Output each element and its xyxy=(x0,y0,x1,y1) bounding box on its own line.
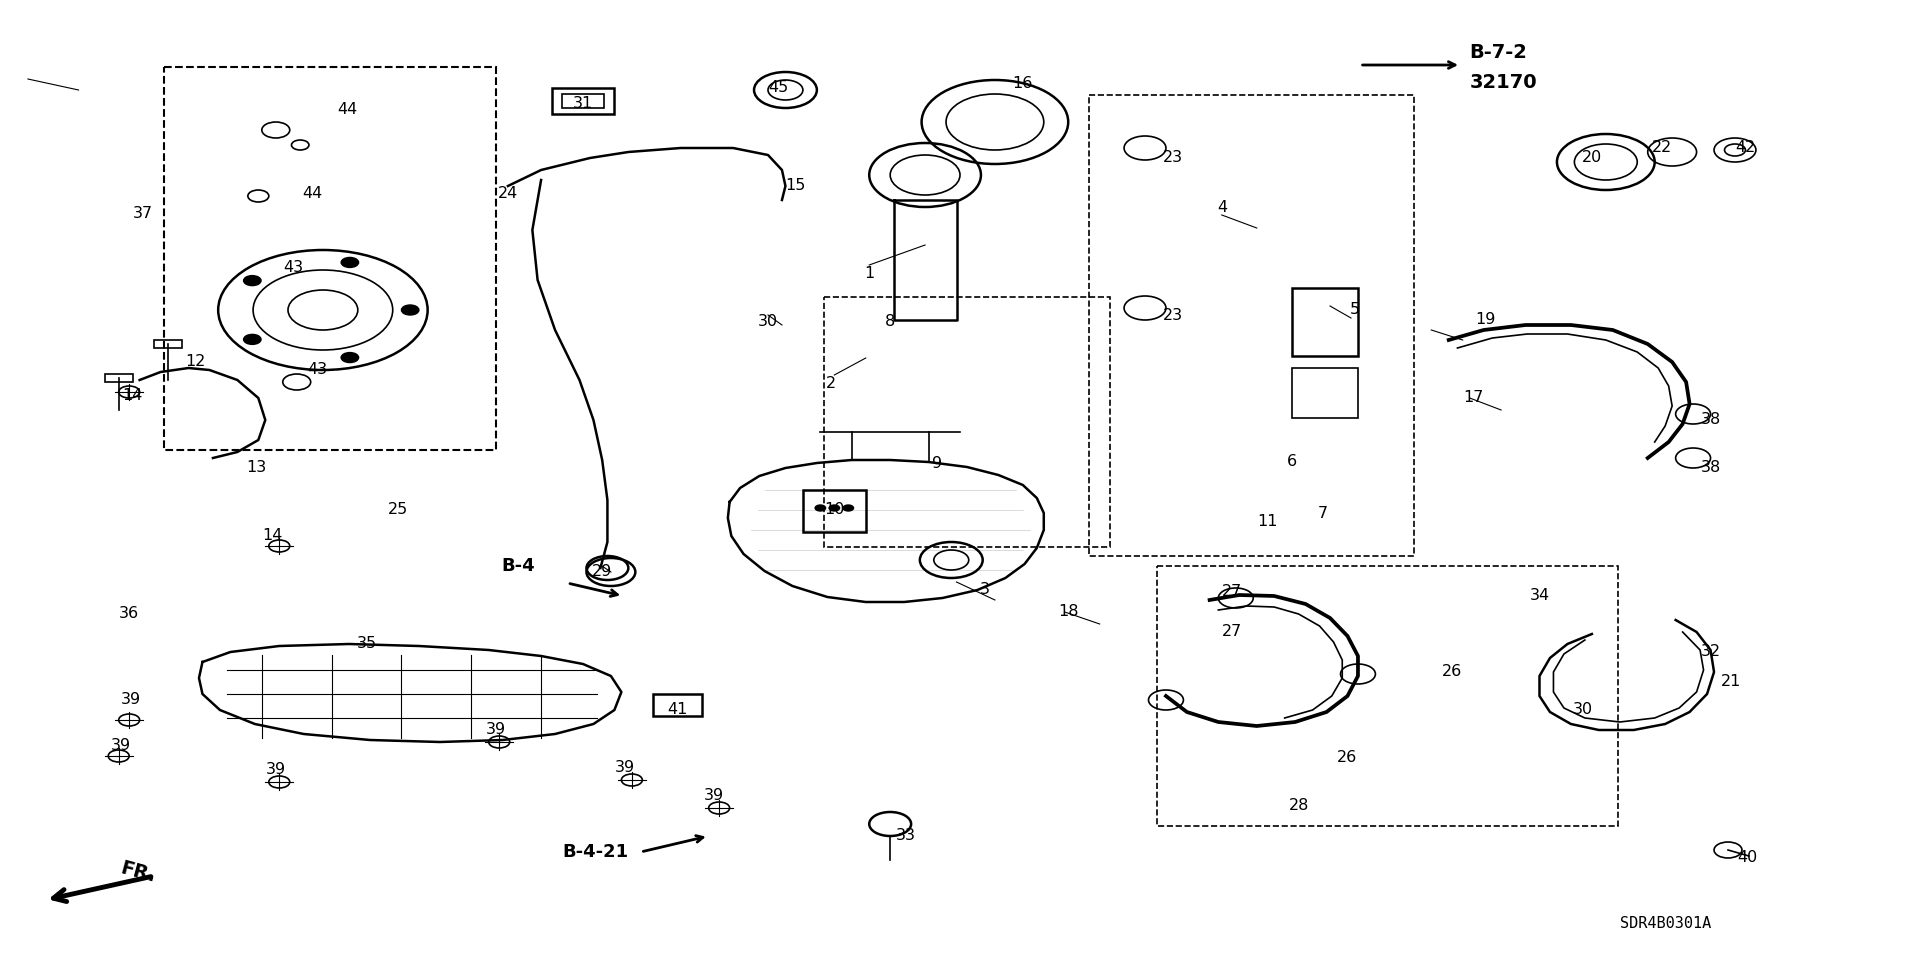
Text: 30: 30 xyxy=(1572,703,1594,717)
Text: 23: 23 xyxy=(1164,150,1183,165)
Circle shape xyxy=(342,257,359,268)
Text: 2: 2 xyxy=(826,376,835,390)
Text: 14: 14 xyxy=(123,388,142,404)
Text: 20: 20 xyxy=(1582,151,1601,166)
Text: B-4-21: B-4-21 xyxy=(563,843,628,861)
Text: 43: 43 xyxy=(282,260,303,274)
Bar xyxy=(824,297,1110,547)
Bar xyxy=(551,88,614,114)
Text: 39: 39 xyxy=(705,788,724,804)
Text: B-7-2: B-7-2 xyxy=(1469,43,1528,62)
Text: 42: 42 xyxy=(1736,141,1755,155)
Text: 39: 39 xyxy=(486,722,505,737)
Text: 32170: 32170 xyxy=(1469,73,1538,91)
Text: 3: 3 xyxy=(979,582,989,597)
Circle shape xyxy=(244,335,261,344)
Text: 41: 41 xyxy=(666,703,687,717)
Text: 15: 15 xyxy=(785,178,806,194)
Text: 39: 39 xyxy=(109,738,131,754)
Text: 8: 8 xyxy=(885,315,895,330)
Text: 37: 37 xyxy=(132,205,154,221)
Text: 44: 44 xyxy=(301,185,323,200)
Text: 39: 39 xyxy=(121,692,140,708)
Bar xyxy=(1292,368,1357,418)
Bar xyxy=(1089,95,1413,556)
Text: 29: 29 xyxy=(591,565,612,579)
Circle shape xyxy=(843,505,854,511)
Circle shape xyxy=(342,353,359,363)
Text: 5: 5 xyxy=(1350,302,1359,317)
Text: 38: 38 xyxy=(1701,460,1720,476)
Text: 27: 27 xyxy=(1223,623,1242,639)
Text: 43: 43 xyxy=(307,363,328,378)
Bar xyxy=(1292,288,1357,356)
Text: 38: 38 xyxy=(1701,412,1720,428)
Text: 14: 14 xyxy=(263,528,282,544)
Text: 17: 17 xyxy=(1463,390,1484,406)
Bar xyxy=(163,67,495,450)
Text: 1: 1 xyxy=(864,266,874,280)
Bar xyxy=(1158,566,1619,826)
Circle shape xyxy=(829,505,839,511)
Text: 39: 39 xyxy=(265,762,286,778)
Text: 36: 36 xyxy=(119,606,140,621)
Text: 9: 9 xyxy=(933,456,943,471)
Text: 18: 18 xyxy=(1058,604,1079,620)
Text: 35: 35 xyxy=(357,637,376,651)
Text: 26: 26 xyxy=(1338,751,1357,765)
Text: 31: 31 xyxy=(572,96,593,110)
Text: 4: 4 xyxy=(1217,199,1227,215)
Text: 40: 40 xyxy=(1738,851,1757,866)
Text: 22: 22 xyxy=(1651,141,1672,155)
Text: 39: 39 xyxy=(614,760,636,776)
Text: 6: 6 xyxy=(1286,455,1296,470)
Text: 19: 19 xyxy=(1475,313,1496,328)
Text: 21: 21 xyxy=(1722,674,1741,690)
Text: 16: 16 xyxy=(1012,77,1033,91)
Text: 34: 34 xyxy=(1530,588,1549,602)
Text: 45: 45 xyxy=(768,80,789,95)
Circle shape xyxy=(244,275,261,286)
Text: 25: 25 xyxy=(388,503,409,518)
Bar xyxy=(803,490,866,532)
Circle shape xyxy=(816,505,826,511)
Text: 33: 33 xyxy=(897,829,916,844)
Text: 11: 11 xyxy=(1258,514,1277,529)
Text: 10: 10 xyxy=(824,503,845,518)
Text: 26: 26 xyxy=(1442,664,1463,679)
Text: 12: 12 xyxy=(186,355,205,369)
Text: 30: 30 xyxy=(758,315,778,330)
Text: 23: 23 xyxy=(1164,309,1183,323)
Text: 27: 27 xyxy=(1223,584,1242,599)
Text: 28: 28 xyxy=(1288,798,1309,812)
Bar xyxy=(563,94,605,108)
Text: FR.: FR. xyxy=(119,858,157,886)
Text: 13: 13 xyxy=(246,460,267,476)
Text: B-4: B-4 xyxy=(501,557,534,575)
Text: 32: 32 xyxy=(1701,643,1720,659)
Bar xyxy=(106,374,132,382)
Text: 7: 7 xyxy=(1317,506,1329,522)
Text: 44: 44 xyxy=(338,103,357,118)
Text: 24: 24 xyxy=(497,185,518,200)
Text: SDR4B0301A: SDR4B0301A xyxy=(1620,917,1711,931)
Bar xyxy=(154,340,182,348)
Circle shape xyxy=(401,305,419,315)
Bar xyxy=(653,694,701,716)
